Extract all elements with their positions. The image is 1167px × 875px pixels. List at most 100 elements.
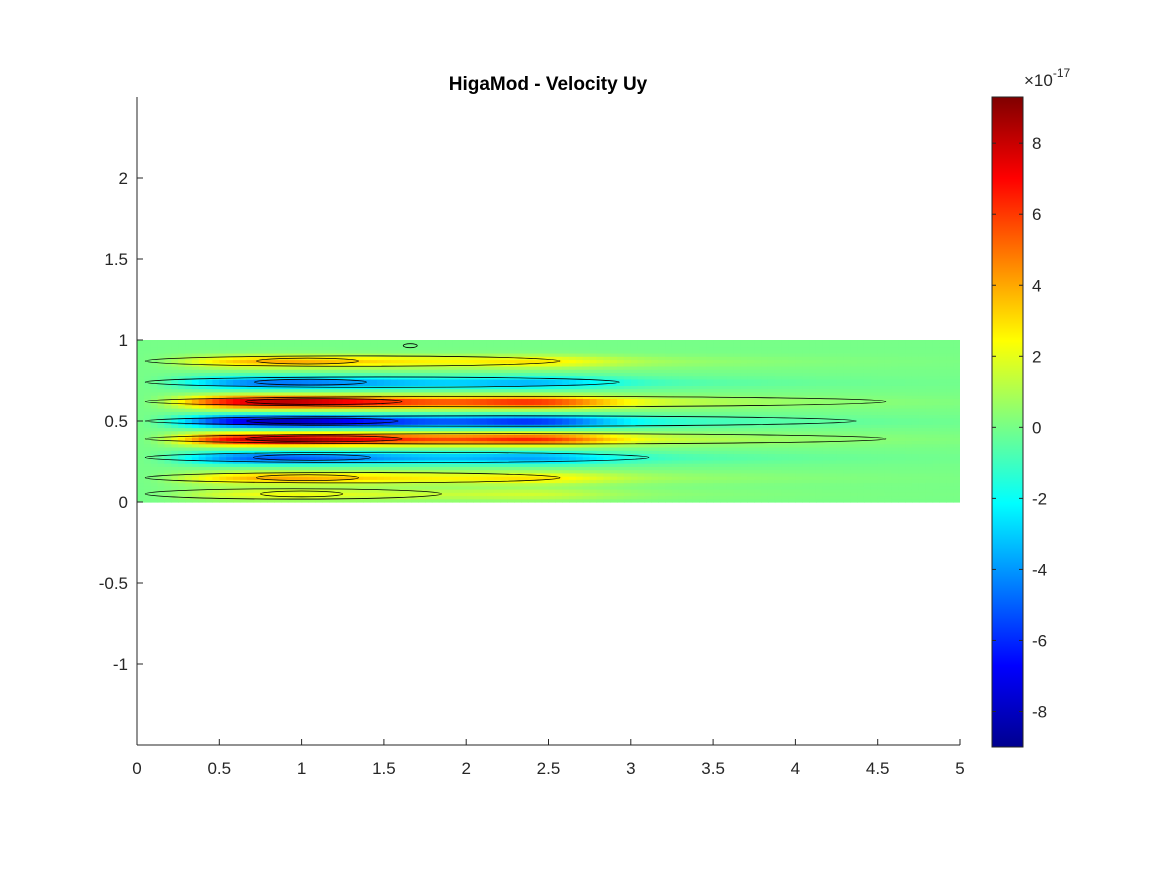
heatmap-cell xyxy=(143,433,152,438)
heatmap-cell xyxy=(809,446,817,451)
heatmap-cell xyxy=(809,352,817,357)
heatmap-cell xyxy=(562,472,570,477)
heatmap-cell xyxy=(617,388,625,393)
heatmap-cell xyxy=(198,463,207,467)
heatmap-cell xyxy=(370,356,378,361)
heatmap-cell xyxy=(452,476,460,480)
heatmap-cell xyxy=(486,489,495,493)
heatmap-cell xyxy=(438,476,447,480)
heatmap-cell xyxy=(253,443,262,448)
heatmap-cell xyxy=(692,492,700,497)
heatmap-cell xyxy=(342,466,351,471)
heatmap-cell xyxy=(617,466,625,471)
heatmap-cell xyxy=(329,411,337,416)
heatmap-cell xyxy=(795,378,803,383)
heatmap-cell xyxy=(233,401,241,406)
heatmap-cell xyxy=(212,375,220,380)
heatmap-cell xyxy=(253,479,262,484)
heatmap-cell xyxy=(665,372,673,377)
heatmap-cell xyxy=(143,382,152,386)
heatmap-cell xyxy=(719,414,728,419)
heatmap-cell xyxy=(665,346,673,351)
heatmap-cell xyxy=(287,450,296,454)
heatmap-cell xyxy=(788,401,796,406)
heatmap-cell xyxy=(630,482,639,487)
heatmap-cell xyxy=(774,417,783,422)
heatmap-cell xyxy=(178,391,186,396)
heatmap-cell xyxy=(164,378,172,383)
heatmap-cell xyxy=(582,414,591,419)
heatmap-cell xyxy=(383,485,392,490)
heatmap-cell xyxy=(137,469,145,474)
heatmap-cell xyxy=(589,427,598,432)
heatmap-cell xyxy=(452,388,460,393)
heatmap-cell xyxy=(356,456,364,461)
heatmap-cell xyxy=(459,411,467,416)
heatmap-cell xyxy=(610,459,618,464)
heatmap-cell xyxy=(191,476,200,480)
heatmap-cell xyxy=(569,346,577,351)
heatmap-cell xyxy=(164,382,172,386)
heatmap-cell xyxy=(431,456,440,461)
heatmap-cell xyxy=(431,365,440,370)
heatmap-cell xyxy=(363,356,371,361)
heatmap-cell xyxy=(527,489,536,493)
heatmap-cell xyxy=(445,375,454,380)
heatmap-cell xyxy=(617,430,625,435)
heatmap-cell xyxy=(637,372,646,377)
heatmap-cell xyxy=(479,359,488,364)
heatmap-cell xyxy=(651,489,659,493)
heatmap-cell xyxy=(390,456,399,461)
heatmap-cell xyxy=(205,476,214,480)
heatmap-cell xyxy=(246,463,255,467)
heatmap-cell xyxy=(802,479,810,484)
heatmap-cell xyxy=(370,498,378,503)
heatmap-cell xyxy=(507,430,515,435)
heatmap-cell xyxy=(397,456,406,461)
heatmap-cell xyxy=(809,395,817,399)
heatmap-cell xyxy=(623,401,632,406)
heatmap-cell xyxy=(390,340,399,344)
heatmap-cell xyxy=(644,492,652,497)
heatmap-cell xyxy=(699,346,707,351)
heatmap-cell xyxy=(548,362,556,367)
heatmap-cell xyxy=(404,411,412,416)
heatmap-cell xyxy=(150,401,159,406)
heatmap-cell xyxy=(219,492,227,497)
heatmap-cell xyxy=(342,459,351,464)
heatmap-cell xyxy=(500,349,508,354)
heatmap-cell xyxy=(191,352,200,357)
heatmap-cell xyxy=(397,446,406,451)
heatmap-cell xyxy=(788,346,796,351)
heatmap-cell xyxy=(281,369,289,373)
heatmap-cell xyxy=(377,485,385,490)
heatmap-cell xyxy=(260,427,268,432)
heatmap-cell xyxy=(411,498,419,503)
heatmap-cell xyxy=(459,446,467,451)
heatmap-cell xyxy=(226,365,234,370)
heatmap-cell xyxy=(603,453,611,458)
heatmap-cell xyxy=(493,498,502,503)
heatmap-cell xyxy=(219,365,227,370)
heatmap-cell xyxy=(383,408,392,412)
heatmap-cell xyxy=(349,485,358,490)
heatmap-cell xyxy=(377,430,385,435)
heatmap-cell xyxy=(541,427,550,432)
heatmap-cell xyxy=(802,411,810,416)
heatmap-cell xyxy=(383,427,392,432)
heatmap-cell xyxy=(335,495,344,500)
heatmap-cell xyxy=(315,404,323,409)
heatmap-cell xyxy=(802,391,810,396)
heatmap-cell xyxy=(178,378,186,383)
heatmap-cell xyxy=(425,437,433,442)
heatmap-cell xyxy=(603,414,611,419)
heatmap-cell xyxy=(747,395,755,399)
heatmap-cell xyxy=(623,417,632,422)
heatmap-cell xyxy=(658,424,666,429)
heatmap-cell xyxy=(726,456,735,461)
heatmap-cell xyxy=(198,398,207,403)
heatmap-cell xyxy=(205,430,214,435)
heatmap-cell xyxy=(438,453,447,458)
heatmap-cell xyxy=(706,343,714,348)
heatmap-cell xyxy=(191,349,200,354)
